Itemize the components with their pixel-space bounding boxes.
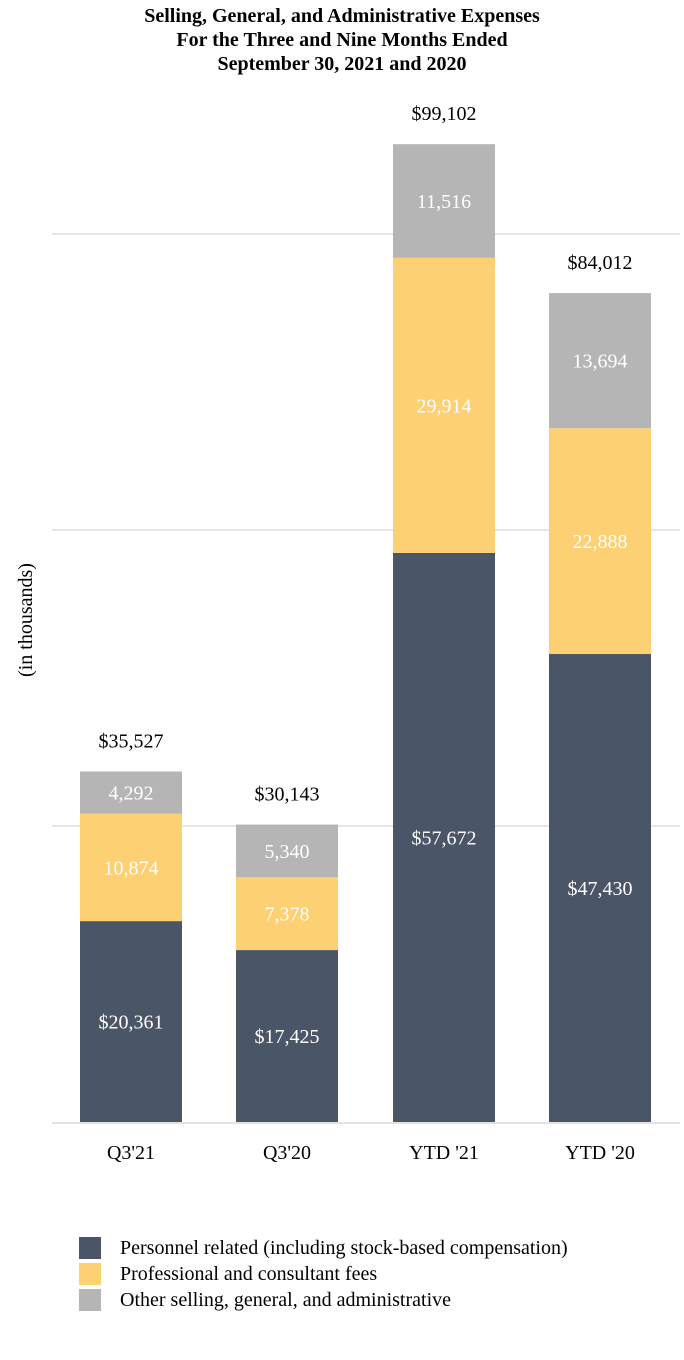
bar-segment [549,428,651,655]
data-label: 22,888 [573,531,628,553]
chart-title: Selling, General, and Administrative Exp… [0,4,684,76]
data-label: $57,672 [412,827,477,849]
total-label: $84,012 [568,252,633,274]
data-label: 13,694 [573,351,628,373]
chart-title-line-2: For the Three and Nine Months Ended [176,29,508,51]
data-label: $20,361 [99,1012,164,1034]
data-label: $47,430 [568,878,633,900]
data-label: 29,914 [417,395,472,417]
legend-item-personnel: Personnel related (including stock-based… [79,1235,568,1261]
x-tick-label: Q3'21 [107,1142,155,1164]
bar-segment [393,257,495,553]
total-label: $30,143 [255,784,320,806]
bar-segment [549,654,651,1122]
bar-segment [80,771,182,814]
bar-segment [236,824,338,878]
bar-segment [80,813,182,922]
legend-label-professional: Professional and consultant fees [120,1262,378,1285]
legend-label-other: Other selling, general, and administrati… [120,1288,452,1311]
legend-label-personnel: Personnel related (including stock-based… [120,1236,568,1259]
data-label: 4,292 [109,783,154,805]
legend-item-other: Other selling, general, and administrati… [79,1287,568,1313]
bar-segment [549,293,651,429]
legend-swatch-personnel [79,1237,101,1259]
bar-segment [393,552,495,1122]
legend-item-professional: Professional and consultant fees [79,1261,568,1287]
chart-title-line-1: Selling, General, and Administrative Exp… [144,5,540,27]
x-tick-label: YTD '20 [565,1142,635,1164]
legend-swatch-professional [79,1263,101,1285]
labels-layer: $20,361 10,874 4,292 $35,527 Q3'21 $17,425 7,3… [99,103,635,1164]
legend-swatch-other [79,1289,101,1311]
data-label: 7,378 [265,904,310,926]
bars-layer [80,144,651,1122]
bar-segment [80,921,182,1122]
data-label: 10,874 [104,857,159,879]
y-axis-label: (in thousands) [15,563,37,677]
total-label: $35,527 [99,730,164,752]
bar-segment [236,877,338,951]
data-label: 5,340 [265,841,310,863]
chart-title-line-3: September 30, 2021 and 2020 [217,53,467,75]
data-label: 11,516 [417,191,471,213]
bar-segment [393,144,495,258]
stacked-bar-chart: $20,361 10,874 4,292 $35,527 Q3'21 $17,425 7,3… [15,103,680,1164]
total-label: $99,102 [412,103,477,125]
x-tick-label: YTD '21 [409,1142,479,1164]
x-tick-label: Q3'20 [263,1142,311,1164]
bar-segment [236,950,338,1122]
legend: Personnel related (including stock-based… [79,1235,568,1313]
data-label: $17,425 [255,1026,320,1048]
